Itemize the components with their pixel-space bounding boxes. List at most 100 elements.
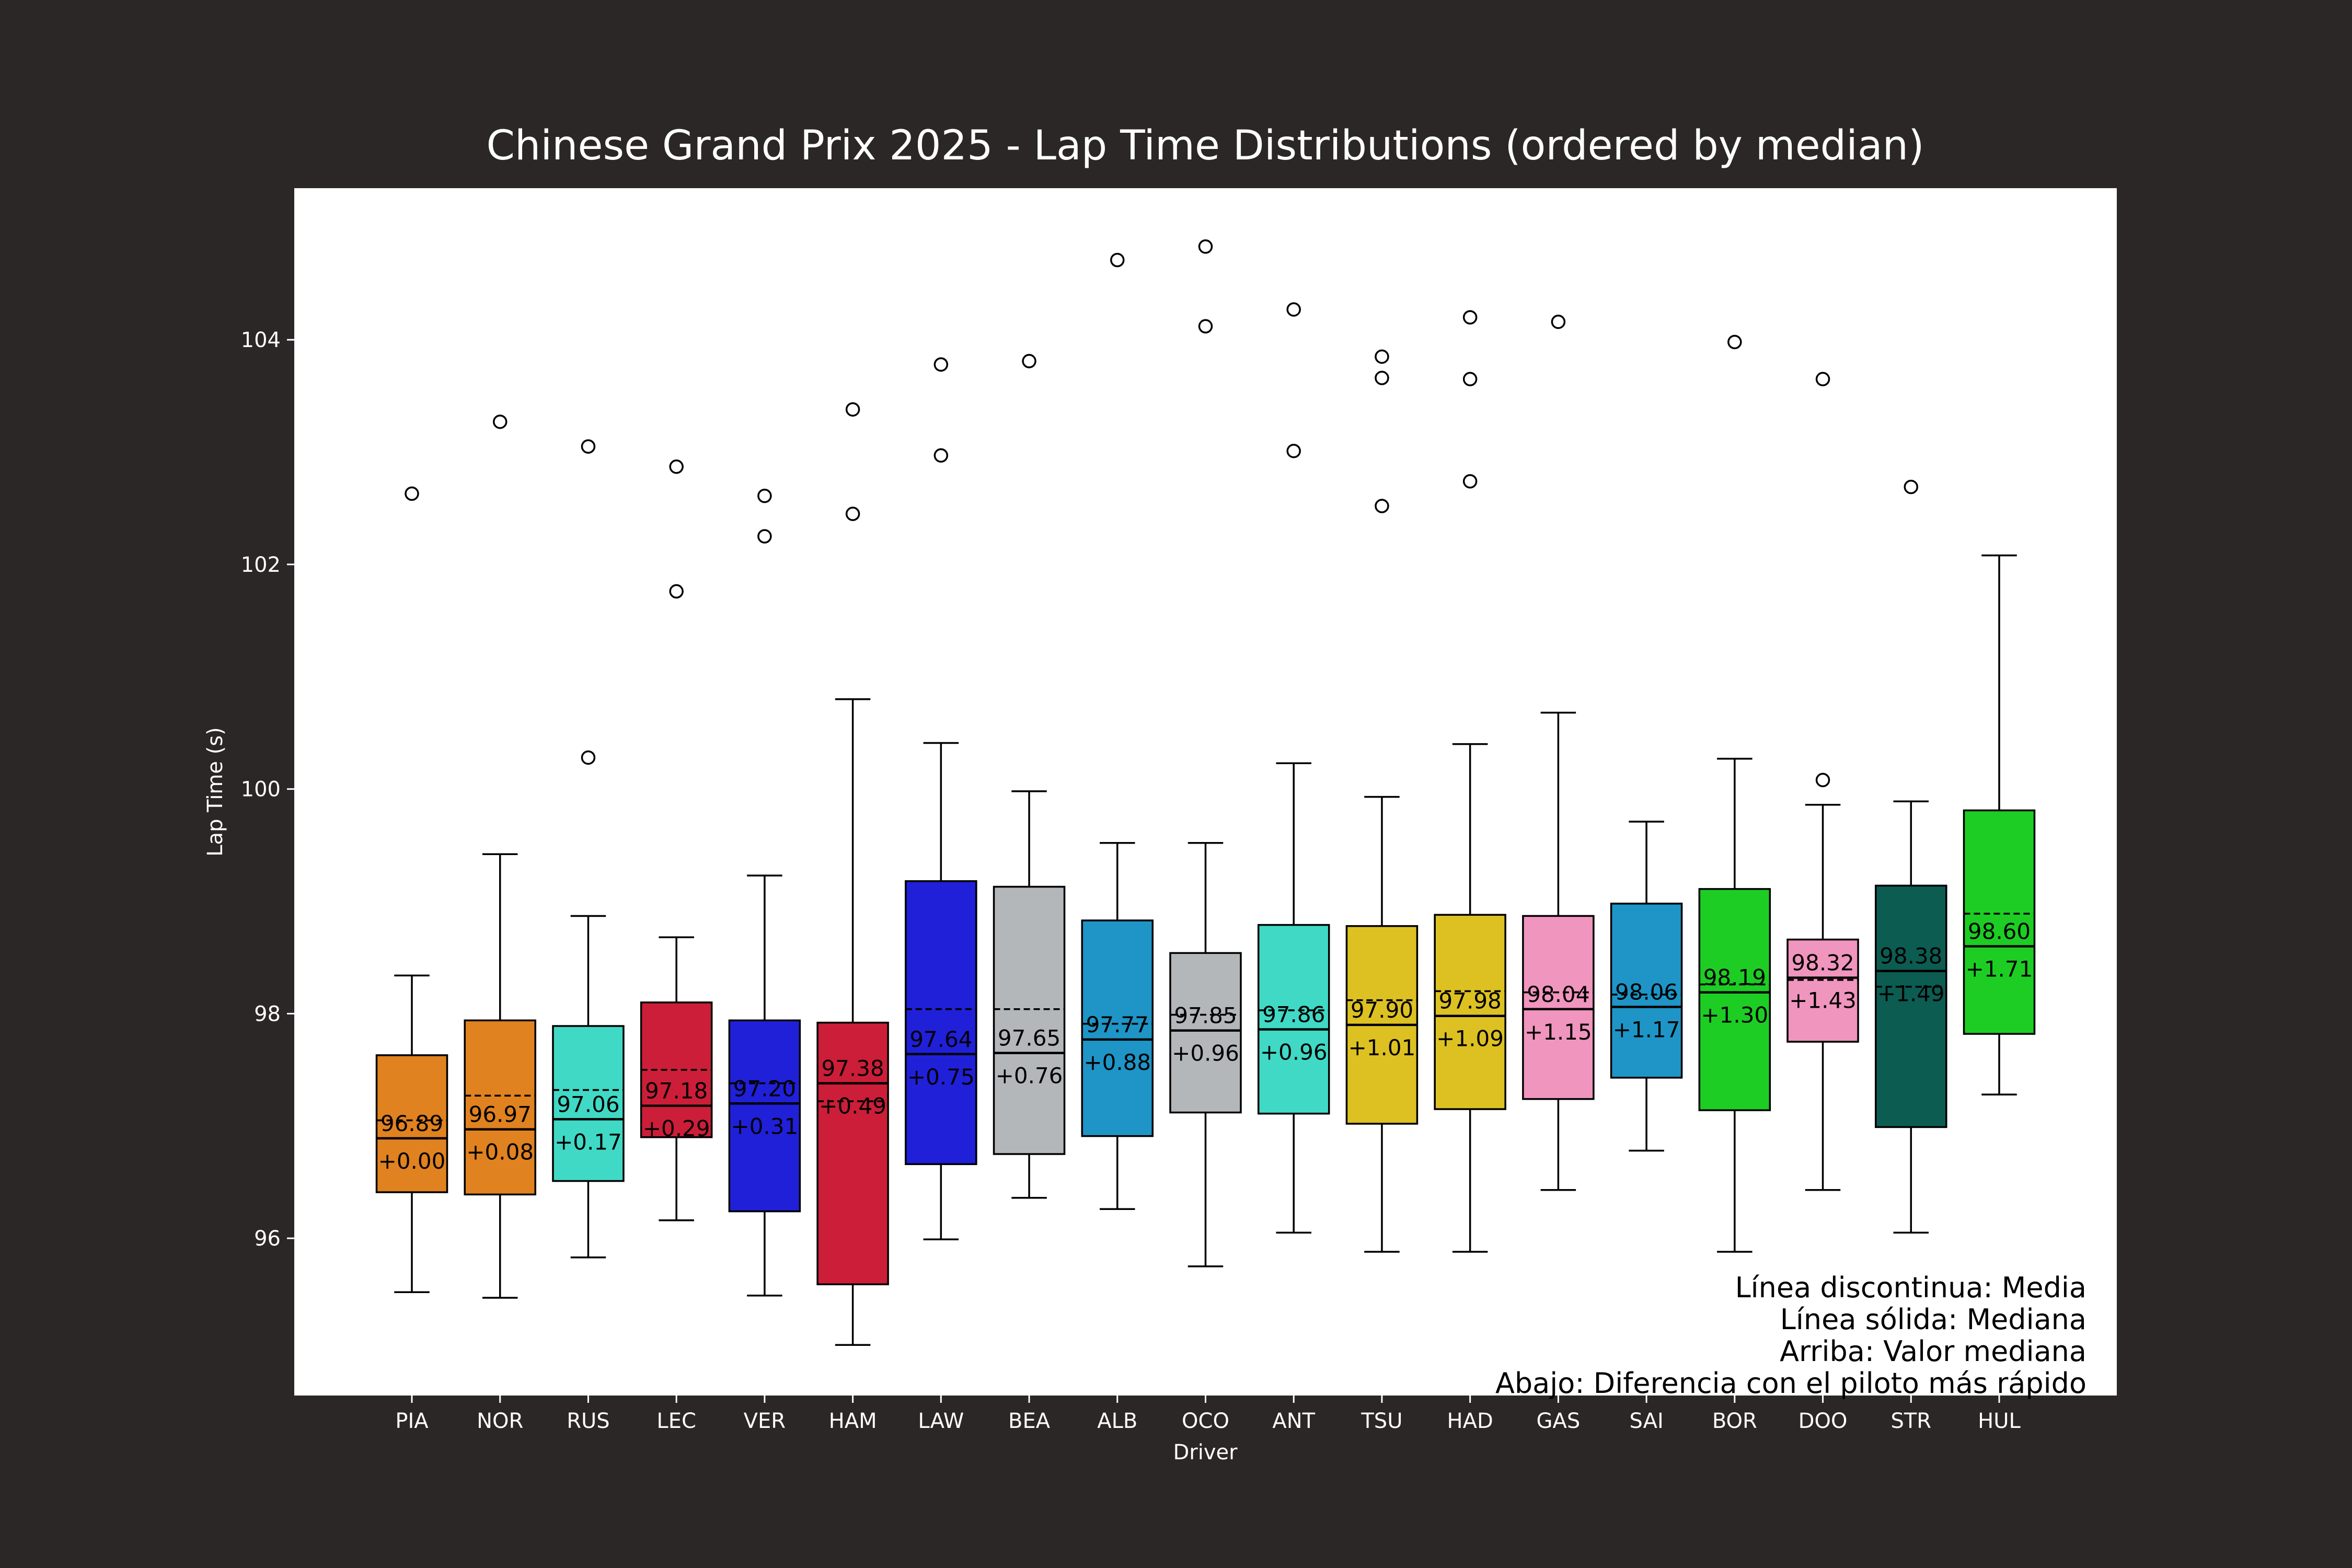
- chart-title: Chinese Grand Prix 2025 - Lap Time Distr…: [486, 122, 1924, 169]
- outlier-point: [757, 529, 772, 544]
- outlier-point: [492, 414, 508, 429]
- iqr-box: [728, 1019, 801, 1213]
- x-tick-label: HAM: [829, 1409, 877, 1433]
- delta-value-label: +0.75: [907, 1064, 975, 1090]
- x-axis-label: Driver: [1173, 1440, 1238, 1465]
- outlier-point: [1904, 479, 1919, 494]
- outlier-point: [1110, 252, 1125, 268]
- iqr-box: [993, 885, 1066, 1155]
- box-oco: 97.85 +0.96: [1169, 239, 1242, 1267]
- x-tick-label: BEA: [1008, 1409, 1051, 1433]
- median-value-label: 97.38: [821, 1056, 884, 1081]
- outlier-point: [669, 584, 684, 599]
- median-value-label: 96.97: [469, 1102, 532, 1127]
- outlier-point: [933, 448, 949, 463]
- outlier-point: [1462, 474, 1478, 489]
- delta-value-label: +1.01: [1348, 1035, 1416, 1060]
- x-tick-label: LAW: [918, 1409, 964, 1433]
- box-str: 98.38 +1.49: [1875, 479, 1947, 1234]
- delta-value-label: +1.17: [1613, 1017, 1680, 1043]
- iqr-box: [905, 880, 977, 1166]
- median-value-label: 98.04: [1527, 982, 1589, 1007]
- delta-value-label: +0.17: [555, 1129, 622, 1155]
- delta-value-label: +1.49: [1877, 981, 1945, 1007]
- box-gas: 98.04 +1.15: [1522, 314, 1595, 1191]
- y-tick-label: 96: [254, 1227, 281, 1251]
- y-axis-label: Lap Time (s): [203, 727, 227, 857]
- outlier-point: [845, 402, 860, 417]
- box-tsu: 97.90 +1.01: [1345, 349, 1419, 1253]
- delta-value-label: +1.30: [1701, 1002, 1768, 1028]
- outlier-point: [1022, 354, 1036, 368]
- x-tick-label: SAI: [1629, 1409, 1663, 1433]
- box-rus: 97.06 +0.17: [552, 439, 625, 1259]
- delta-value-label: +0.88: [1083, 1050, 1151, 1075]
- note-bottom-label: Abajo: Diferencia con el piloto más rápi…: [1495, 1367, 2086, 1400]
- outlier-point: [757, 489, 772, 503]
- outlier-point: [1551, 314, 1566, 329]
- median-value-label: 98.38: [1880, 943, 1942, 969]
- outlier-point: [581, 750, 596, 765]
- note-median: Línea sólida: Mediana: [1780, 1303, 2086, 1336]
- median-value-label: 97.20: [733, 1076, 796, 1101]
- outlier-point: [1462, 372, 1478, 387]
- x-tick-label: TSU: [1361, 1409, 1402, 1433]
- median-value-label: 98.60: [1968, 918, 2031, 944]
- iqr-box: [1786, 938, 1859, 1043]
- median-value-label: 97.90: [1351, 997, 1413, 1023]
- y-tick-label: 104: [241, 328, 281, 352]
- median-value-label: 97.64: [909, 1027, 972, 1052]
- x-tick-label: HAD: [1447, 1409, 1493, 1433]
- box-bea: 97.65 +0.76: [993, 354, 1066, 1199]
- delta-value-label: +0.76: [996, 1063, 1063, 1089]
- y-tick-label: 98: [254, 1002, 281, 1026]
- x-tick-label: NOR: [477, 1409, 523, 1433]
- box-doo: 98.32 +1.43: [1786, 372, 1859, 1191]
- box-law: 97.64 +0.75: [905, 357, 977, 1241]
- x-tick-label: RUS: [567, 1409, 609, 1433]
- x-tick-label: STR: [1890, 1409, 1931, 1433]
- delta-value-label: +1.43: [1789, 988, 1857, 1013]
- y-tick-label: 102: [241, 553, 281, 577]
- legend-notes: Línea discontinua: Media Línea sólida: M…: [1495, 1271, 2086, 1400]
- iqr-box: [1081, 919, 1154, 1137]
- delta-value-label: +1.09: [1436, 1026, 1504, 1052]
- box-bor: 98.19 +1.30: [1698, 335, 1771, 1253]
- x-tick-label: OCO: [1182, 1409, 1229, 1433]
- x-tick-label: DOO: [1798, 1409, 1848, 1433]
- median-value-label: 97.06: [557, 1091, 619, 1117]
- delta-value-label: +0.96: [1260, 1039, 1328, 1065]
- box-series: 96.89 +0.00 96.97 +0.08 97.06 +0.17 97.18 +0.29…: [375, 239, 2036, 1346]
- iqr-box: [1257, 924, 1330, 1115]
- outlier-point: [845, 506, 860, 521]
- y-tick-label: 100: [241, 778, 281, 802]
- outlier-point: [1198, 319, 1213, 334]
- iqr-box: [1875, 884, 1947, 1128]
- box-hul: 98.60 +1.71: [1963, 554, 2036, 1096]
- iqr-box: [552, 1025, 625, 1182]
- x-tick-label: GAS: [1537, 1409, 1581, 1433]
- iqr-box: [464, 1019, 536, 1196]
- median-value-label: 98.06: [1615, 979, 1678, 1005]
- delta-value-label: +0.31: [731, 1113, 799, 1139]
- iqr-box: [1963, 809, 2036, 1035]
- median-value-label: 97.98: [1439, 988, 1502, 1014]
- median-value-label: 96.89: [381, 1111, 443, 1136]
- median-value-label: 97.18: [645, 1078, 708, 1104]
- outlier-point: [1815, 372, 1830, 387]
- box-ham: 97.38 +0.49: [816, 402, 889, 1346]
- iqr-box: [1169, 952, 1242, 1114]
- x-tick-label: BOR: [1712, 1409, 1757, 1433]
- median-value-label: 97.77: [1086, 1012, 1149, 1037]
- box-lec: 97.18 +0.29: [640, 459, 713, 1221]
- outlier-point: [933, 357, 949, 372]
- delta-value-label: +0.08: [466, 1139, 534, 1165]
- x-tick-label: ANT: [1272, 1409, 1315, 1433]
- x-tick-label: LEC: [656, 1409, 696, 1433]
- iqr-box: [375, 1054, 448, 1193]
- median-value-label: 97.86: [1262, 1001, 1325, 1027]
- note-mean: Línea discontinua: Media: [1735, 1271, 2086, 1304]
- outlier-point: [669, 459, 684, 474]
- delta-value-label: +1.71: [1966, 956, 2033, 982]
